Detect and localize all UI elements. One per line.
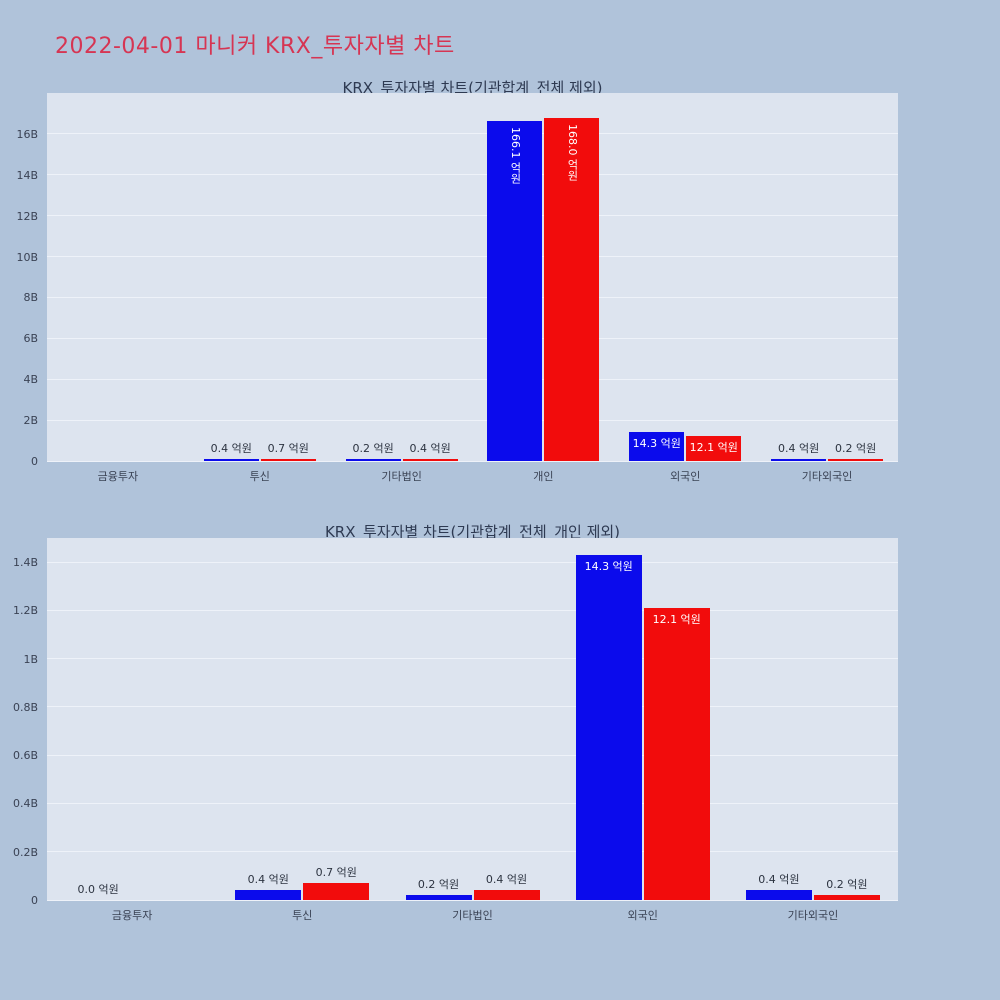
x-tick-label: 금융투자 xyxy=(97,470,139,483)
gridline xyxy=(47,754,898,756)
bar-label: 0.4 억원 xyxy=(758,873,800,887)
bar-blue-series xyxy=(629,431,685,461)
bar-label: 0.7 억원 xyxy=(267,442,309,455)
y-tick-label: 12B xyxy=(16,209,38,223)
gridline xyxy=(47,561,898,563)
y-tick-label: 1B xyxy=(23,652,38,666)
x-tick-label: 투신 xyxy=(249,470,270,483)
y-tick-label: 1.2B xyxy=(12,604,38,618)
bar-label: 168.0 억원 xyxy=(565,123,579,181)
y-tick-label: 6B xyxy=(23,332,38,346)
bar-red-series xyxy=(643,608,710,900)
gridline xyxy=(47,174,898,176)
bar-label: 0.2 억원 xyxy=(826,878,868,892)
chart-1-title: KRX_투자자별 차트(기관합계_전체 제외) xyxy=(342,79,603,97)
bar-red-series xyxy=(303,883,370,900)
x-tick-label: 외국인 xyxy=(670,470,701,483)
y-tick-label: 0.2B xyxy=(12,845,38,859)
bar-label: 12.1 억원 xyxy=(652,612,701,626)
y-tick-label: 16B xyxy=(16,127,38,141)
x-tick-label: 기타법인 xyxy=(381,470,422,483)
bar-red-series xyxy=(260,459,316,461)
gridline xyxy=(47,706,898,708)
gridline xyxy=(47,658,898,660)
bar-label: 0.2 억원 xyxy=(417,878,460,892)
bar-blue-series xyxy=(405,895,472,900)
y-tick-label: 0.6B xyxy=(12,749,38,763)
bar-red-series xyxy=(402,459,458,461)
bar-label: 0.2 억원 xyxy=(352,442,394,455)
bar-red-series xyxy=(544,117,600,461)
gridline xyxy=(47,378,898,380)
y-tick-label: 0 xyxy=(31,894,38,907)
bar-label: 0.4 억원 xyxy=(409,442,451,455)
bar-label: 12.1 억원 xyxy=(689,441,738,455)
gridline xyxy=(47,133,898,135)
y-tick-label: 4B xyxy=(23,373,38,387)
bar-label: 0.0 억원 xyxy=(77,883,119,896)
bar-label: 0.7 억원 xyxy=(315,866,357,880)
bar-blue-series xyxy=(235,890,302,900)
bar-red-series xyxy=(813,895,880,900)
bar-red-series xyxy=(686,436,742,461)
y-tick-label: 8B xyxy=(23,291,38,305)
x-tick-label: 개인 xyxy=(533,470,554,483)
y-tick-label: 0 xyxy=(31,455,38,468)
y-tick-label: 2B xyxy=(23,414,38,428)
x-tick-label: 투신 xyxy=(292,909,313,922)
bar-label: 0.4 억원 xyxy=(777,442,820,455)
bar-label: 0.4 억원 xyxy=(485,873,528,887)
bar-blue-series xyxy=(345,459,401,461)
gridline xyxy=(47,419,898,421)
gridline xyxy=(47,215,898,217)
y-tick-label: 10B xyxy=(16,250,38,264)
bar-blue-series xyxy=(745,890,812,900)
gridline xyxy=(47,609,898,611)
y-tick-label: 0.4B xyxy=(12,797,38,811)
y-tick-label: 1.4B xyxy=(12,556,38,570)
bar-red-series xyxy=(473,890,540,900)
y-tick-label: 0.8B xyxy=(12,700,38,714)
bar-blue-series xyxy=(203,459,259,461)
gridline xyxy=(47,460,898,462)
x-tick-label: 기타외국인 xyxy=(801,470,853,483)
bar-label: 0.4 억원 xyxy=(210,442,252,455)
chart-2-title: KRX_투자자별 차트(기관합계_전체_개인 제외) xyxy=(324,523,621,541)
gridline xyxy=(47,256,898,258)
x-tick-label: 금융투자 xyxy=(111,909,153,922)
bar-blue-series xyxy=(487,121,543,461)
bar-label: 166.1 억원 xyxy=(508,127,522,185)
gridline xyxy=(47,851,898,853)
gridline xyxy=(47,802,898,804)
x-tick-label: 외국인 xyxy=(627,909,658,922)
bar-label: 14.3 억원 xyxy=(584,559,633,573)
bar-blue-series xyxy=(771,459,827,461)
gridline xyxy=(47,296,898,298)
x-tick-label: 기타법인 xyxy=(452,909,493,922)
gridline xyxy=(47,337,898,339)
bar-label: 14.3 억원 xyxy=(632,436,681,450)
x-tick-label: 기타외국인 xyxy=(787,909,839,922)
bar-label: 0.4 억원 xyxy=(247,873,289,887)
bar-label: 0.2 억원 xyxy=(834,442,877,455)
bar-red-series xyxy=(828,459,884,461)
gridline xyxy=(47,899,898,901)
page-title: 2022-04-01 마니커 KRX_투자자별 차트 xyxy=(55,34,455,59)
bar-blue-series xyxy=(575,554,642,900)
y-tick-label: 14B xyxy=(16,168,38,182)
